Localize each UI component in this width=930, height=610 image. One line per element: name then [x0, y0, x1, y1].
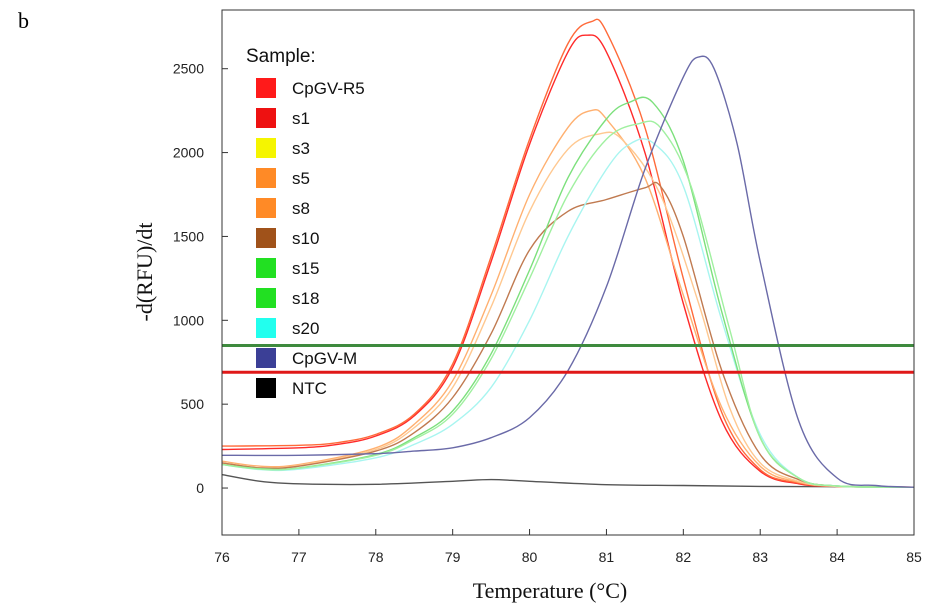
- legend-title: Sample:: [246, 46, 316, 67]
- series-line: [221, 181, 915, 488]
- legend-swatch: [256, 288, 276, 308]
- legend-swatch: [256, 78, 276, 98]
- x-tick-label: 82: [676, 549, 692, 565]
- x-tick-label: 79: [445, 549, 461, 565]
- legend-swatch: [256, 138, 276, 158]
- legend-label: s5: [292, 169, 310, 188]
- x-tick-label: 84: [829, 549, 845, 565]
- legend-swatch: [256, 168, 276, 188]
- x-axis-title: Temperature (°C): [473, 578, 627, 603]
- x-tick-label: 83: [752, 549, 768, 565]
- legend-label: CpGV-R5: [292, 79, 365, 98]
- x-tick-label: 81: [599, 549, 615, 565]
- x-tick-label: 80: [522, 549, 538, 565]
- y-tick-label: 2500: [173, 61, 204, 77]
- x-tick-labels: 76 77 78 79 80 81 82 83 84 85: [214, 549, 922, 565]
- legend-label: s3: [292, 139, 310, 158]
- series-line: [221, 138, 915, 488]
- series-line: [221, 108, 915, 488]
- legend-label: s10: [292, 229, 319, 248]
- y-tick-label: 500: [181, 396, 205, 412]
- legend-label: s18: [292, 289, 319, 308]
- series-line: [221, 18, 915, 488]
- series-line: [221, 131, 915, 488]
- legend-label: CpGV-M: [292, 349, 357, 368]
- legend-label: s15: [292, 259, 319, 278]
- y-tick-label: 0: [196, 480, 204, 496]
- plot-frame: [221, 9, 915, 536]
- legend-label: s8: [292, 199, 310, 218]
- legend: Sample: CpGV-R5 s1 s3 s5 s8 s10 s15 s18 s20 CpGV-…: [246, 46, 365, 398]
- y-tick-label: 1000: [173, 312, 204, 328]
- series-line: [221, 473, 915, 488]
- legend-swatch: [256, 198, 276, 218]
- legend-label: NTC: [292, 379, 327, 398]
- y-tick-label: 1500: [173, 228, 204, 244]
- legend-swatch: [256, 228, 276, 248]
- legend-swatch: [256, 258, 276, 278]
- threshold-layer: [222, 343, 914, 374]
- series-line: [221, 120, 915, 488]
- legend-label: s20: [292, 319, 319, 338]
- plot-background: [222, 10, 914, 535]
- x-tick-label: 77: [291, 549, 307, 565]
- legend-swatch: [256, 318, 276, 338]
- legend-swatch: [256, 378, 276, 398]
- legend-swatch: [256, 108, 276, 128]
- y-axis-title: -d(RFU)/dt: [132, 223, 157, 322]
- series-line: [221, 34, 915, 488]
- legend-swatch: [256, 348, 276, 368]
- y-tick-labels: 0 500 1000 1500 2000 2500: [173, 61, 204, 496]
- x-tick-label: 76: [214, 549, 230, 565]
- x-tick-label: 85: [906, 549, 922, 565]
- legend-label: s1: [292, 109, 310, 128]
- series-line: [221, 55, 915, 488]
- series-layer: [221, 18, 915, 488]
- x-tick-label: 78: [368, 549, 384, 565]
- y-tick-label: 2000: [173, 145, 204, 161]
- panel-label: b: [18, 8, 29, 33]
